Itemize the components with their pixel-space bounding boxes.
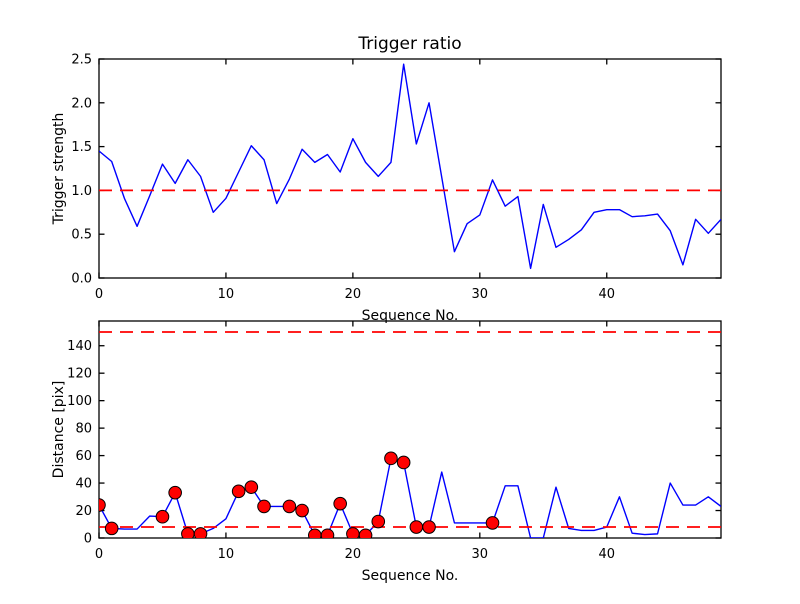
trigger-marker-dot — [295, 503, 309, 518]
trigger-marker-dot — [99, 498, 106, 512]
trigger-marker-dot — [409, 520, 424, 534]
x-tick-label: 20 — [345, 287, 362, 302]
trigger-ratio-axes: 0 10 20 30 40 0.0 0.5 1.0 1.5 2.0 2.5 Trigger ratio… — [51, 34, 722, 324]
x-tick-label: 0 — [95, 287, 103, 302]
y-tick-label: 0 — [84, 532, 92, 547]
x-tick-label: 40 — [598, 287, 615, 302]
y-tick-label: 80 — [75, 422, 92, 437]
x-tick-label: 10 — [218, 547, 235, 562]
trigger-marker-dot — [257, 499, 271, 514]
trigger-marker-dot — [231, 484, 246, 499]
y-axis-label: Distance [pix] — [51, 381, 67, 479]
y-tick-label: 40 — [75, 477, 92, 492]
trigger-marker-dot — [485, 516, 500, 530]
x-tick-label: 0 — [95, 547, 103, 562]
y-tick-label: 60 — [75, 449, 92, 464]
trigger-marker-dot — [320, 528, 335, 538]
trigger-marker-dot — [155, 509, 170, 524]
y-tick-label: 100 — [67, 394, 92, 409]
distance-axes: 0 10 20 30 40 0 20 40 60 80 100 120 140 Sequence No. D… — [51, 320, 722, 584]
x-tick-label: 40 — [598, 547, 615, 562]
axes-frame — [98, 58, 722, 279]
trigger-marker-dot — [104, 521, 119, 536]
trigger-marker-dot — [282, 499, 297, 514]
y-tick-label: 1.5 — [71, 140, 92, 155]
trigger-marker-dot — [168, 485, 182, 500]
trigger-strength-line — [99, 63, 721, 270]
y-tick-label: 2.5 — [71, 53, 92, 68]
trigger-markers — [99, 451, 500, 538]
trigger-marker-dot — [384, 451, 398, 466]
y-tick-label: 120 — [67, 367, 92, 382]
x-tick-label: 30 — [472, 547, 489, 562]
x-axis-label: Sequence No. — [362, 308, 459, 324]
trigger-marker-dot — [371, 514, 386, 529]
trigger-marker-dot — [358, 528, 373, 538]
trigger-marker-dot — [244, 480, 259, 494]
y-tick-label: 140 — [67, 339, 92, 354]
x-axis-label: Sequence No. — [362, 568, 459, 584]
plot-title: Trigger ratio — [357, 34, 461, 54]
y-tick-label: 0.5 — [71, 228, 92, 243]
trigger-marker-dot — [307, 528, 322, 538]
trigger-marker-dot — [396, 455, 411, 470]
y-tick-label: 0.0 — [71, 272, 92, 287]
y-tick-label: 20 — [75, 504, 92, 519]
y-tick-label: 2.0 — [71, 96, 92, 111]
trigger-marker-dot — [333, 496, 347, 511]
x-tick-label: 10 — [218, 287, 235, 302]
x-tick-label: 20 — [345, 547, 362, 562]
y-axis-label: Trigger strength — [51, 113, 67, 226]
trigger-marker-dot — [193, 527, 208, 538]
trigger-marker-dot — [422, 520, 436, 534]
axes-frame — [98, 320, 722, 539]
y-tick-label: 1.0 — [71, 184, 92, 199]
x-tick-label: 30 — [472, 287, 489, 302]
